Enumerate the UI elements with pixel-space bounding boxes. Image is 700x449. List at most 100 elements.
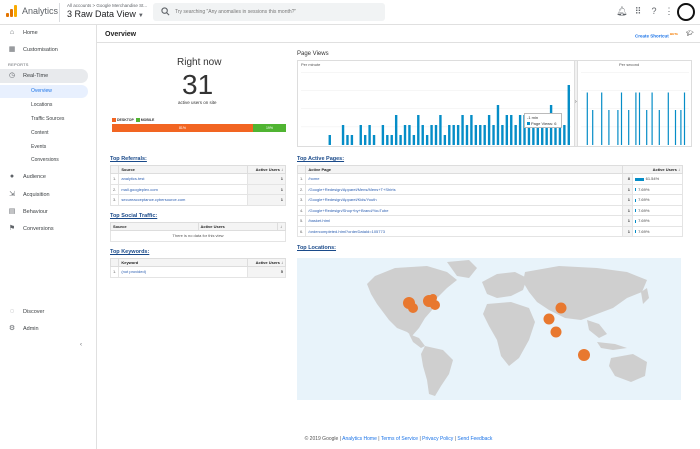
sidebar-item-acquisition[interactable]: ⇲ Acquisition	[0, 188, 96, 202]
page-view-bar[interactable]	[667, 92, 669, 146]
page-view-bar[interactable]	[390, 135, 393, 145]
active-page-link[interactable]: /Google+Redesign/Apparel/Mens/Mens+T+Shi…	[305, 183, 623, 195]
page-view-bar[interactable]	[461, 115, 464, 145]
sidebar-item-admin[interactable]: ⚙ Admin	[0, 322, 96, 336]
education-cap-icon[interactable]: 🎓︎	[686, 31, 694, 37]
page-view-bar[interactable]	[470, 115, 473, 145]
analytics-home-link[interactable]: Analytics Home	[342, 436, 377, 442]
page-view-bar[interactable]	[350, 135, 354, 145]
source-header[interactable]: Source	[118, 165, 248, 174]
sidebar-item-home[interactable]: ⌂ Home	[0, 26, 96, 40]
sidebar-subitem-traffic-sources[interactable]: Traffic Sources	[31, 116, 65, 122]
page-view-bar[interactable]	[567, 85, 570, 145]
sidebar-item-realtime[interactable]: ◷ Real-Time	[0, 69, 88, 83]
page-view-bar[interactable]	[620, 92, 623, 146]
page-view-bar[interactable]	[628, 110, 630, 145]
page-view-bar[interactable]	[399, 135, 402, 145]
top-social-title[interactable]: Top Social Traffic:	[110, 213, 158, 219]
page-view-bar[interactable]	[386, 135, 389, 145]
sidebar-subitem-content[interactable]: Content	[31, 130, 49, 136]
page-view-bar[interactable]	[412, 135, 416, 145]
active-page-link[interactable]: /Google+Redesign/Apparel/Kids/Youth	[305, 194, 623, 206]
page-view-bar[interactable]	[586, 92, 588, 146]
page-view-bar[interactable]	[592, 110, 594, 145]
sort-down-icon[interactable]: ↓	[277, 222, 286, 231]
page-view-bar[interactable]	[558, 115, 562, 145]
page-view-bar[interactable]	[394, 115, 398, 145]
page-view-bar[interactable]	[505, 115, 509, 145]
feedback-link[interactable]: Send Feedback	[457, 436, 493, 442]
page-view-bar[interactable]	[372, 135, 376, 145]
page-view-bar[interactable]	[403, 125, 407, 145]
active-page-link[interactable]: /ordercompleted.html?orderDataId=105773	[305, 225, 623, 237]
keyword-link[interactable]: (not provided)	[118, 266, 248, 278]
page-view-bar[interactable]	[545, 115, 548, 145]
page-view-bar[interactable]	[683, 92, 686, 146]
sidebar-subitem-conversions[interactable]: Conversions	[31, 157, 59, 163]
page-view-bar[interactable]	[443, 135, 447, 145]
page-view-bar[interactable]	[523, 115, 526, 145]
page-view-bar[interactable]	[479, 125, 482, 145]
top-keywords-title[interactable]: Top Keywords:	[110, 249, 150, 255]
source-header[interactable]: Source	[110, 222, 199, 231]
page-view-bar[interactable]	[359, 125, 362, 145]
terms-link[interactable]: Terms of Service	[380, 436, 419, 442]
top-locations-title[interactable]: Top Locations:	[297, 245, 337, 251]
top-referrals-title[interactable]: Top Referrals:	[110, 156, 147, 162]
breadcrumb[interactable]: All accounts > Google Merchandise St...	[67, 3, 148, 8]
page-view-bar[interactable]	[608, 110, 610, 145]
page-view-bar[interactable]	[465, 125, 469, 145]
page-view-bar[interactable]	[518, 115, 522, 145]
page-view-bar[interactable]	[635, 92, 637, 146]
active-page-header[interactable]: Active Page	[305, 165, 623, 174]
sidebar-item-behaviour[interactable]: ▤ Behaviour	[0, 205, 96, 219]
page-view-bar[interactable]	[483, 125, 486, 145]
page-view-bar[interactable]	[425, 135, 429, 145]
page-view-bar[interactable]	[532, 115, 535, 145]
source-link[interactable]: analytics.test	[118, 173, 248, 185]
active-users-header[interactable]: Active Users ↓	[247, 165, 286, 174]
page-view-bar[interactable]	[474, 125, 478, 145]
page-view-bar[interactable]	[563, 125, 566, 145]
create-shortcut-button[interactable]: Create Shortcut BETA	[635, 32, 678, 39]
active-users-header[interactable]: Active Users	[197, 222, 278, 231]
active-users-header[interactable]: Active Users ↓	[622, 165, 683, 174]
location-marker[interactable]	[543, 313, 555, 325]
page-view-bar[interactable]	[417, 115, 420, 145]
active-page-link[interactable]: /Google+Redesign/Shop+by+Brand/YouTube	[305, 204, 623, 216]
page-view-bar[interactable]	[514, 125, 517, 145]
location-marker[interactable]	[555, 302, 567, 314]
page-view-bar[interactable]	[510, 115, 513, 145]
search-input[interactable]: Try searching "Any anomalies in sessions…	[175, 9, 297, 15]
account-avatar[interactable]	[677, 3, 695, 21]
page-view-bar[interactable]	[536, 115, 540, 145]
sidebar-item-conversions[interactable]: ⚑ Conversions	[0, 222, 96, 236]
page-view-bar[interactable]	[496, 105, 500, 145]
page-view-bar[interactable]	[421, 125, 424, 145]
page-view-bar[interactable]	[341, 125, 345, 145]
page-view-bar[interactable]	[430, 125, 433, 145]
view-selector[interactable]: 3 Raw Data View ▼	[67, 9, 144, 19]
page-view-bar[interactable]	[601, 92, 603, 146]
page-view-bar[interactable]	[368, 125, 371, 145]
source-link[interactable]: mall.googleplex.com	[118, 183, 248, 195]
search-bar[interactable]: Try searching "Any anomalies in sessions…	[153, 3, 385, 21]
locations-map[interactable]	[297, 258, 681, 400]
sidebar-subitem-events[interactable]: Events	[31, 144, 47, 150]
page-view-bar[interactable]	[492, 125, 495, 145]
page-view-bar[interactable]	[363, 135, 367, 145]
page-view-bar[interactable]	[638, 92, 641, 146]
more-vert-icon[interactable]: ⋮	[664, 6, 674, 16]
page-view-bar[interactable]	[646, 110, 648, 145]
page-view-bar[interactable]	[381, 125, 385, 145]
chevron-right-icon[interactable]: ›	[575, 99, 577, 105]
sidebar-subitem-locations[interactable]: Locations	[31, 102, 53, 108]
active-users-header[interactable]: Active Users ↓	[247, 258, 286, 267]
page-view-bar[interactable]	[328, 135, 331, 145]
app-name[interactable]: Analytics	[22, 6, 59, 16]
page-view-bar[interactable]	[527, 125, 531, 145]
page-view-bar[interactable]	[541, 125, 544, 145]
page-view-bar[interactable]	[408, 125, 411, 145]
page-view-bar[interactable]	[680, 110, 682, 145]
sidebar-subitem-overview[interactable]: Overview	[0, 85, 88, 98]
